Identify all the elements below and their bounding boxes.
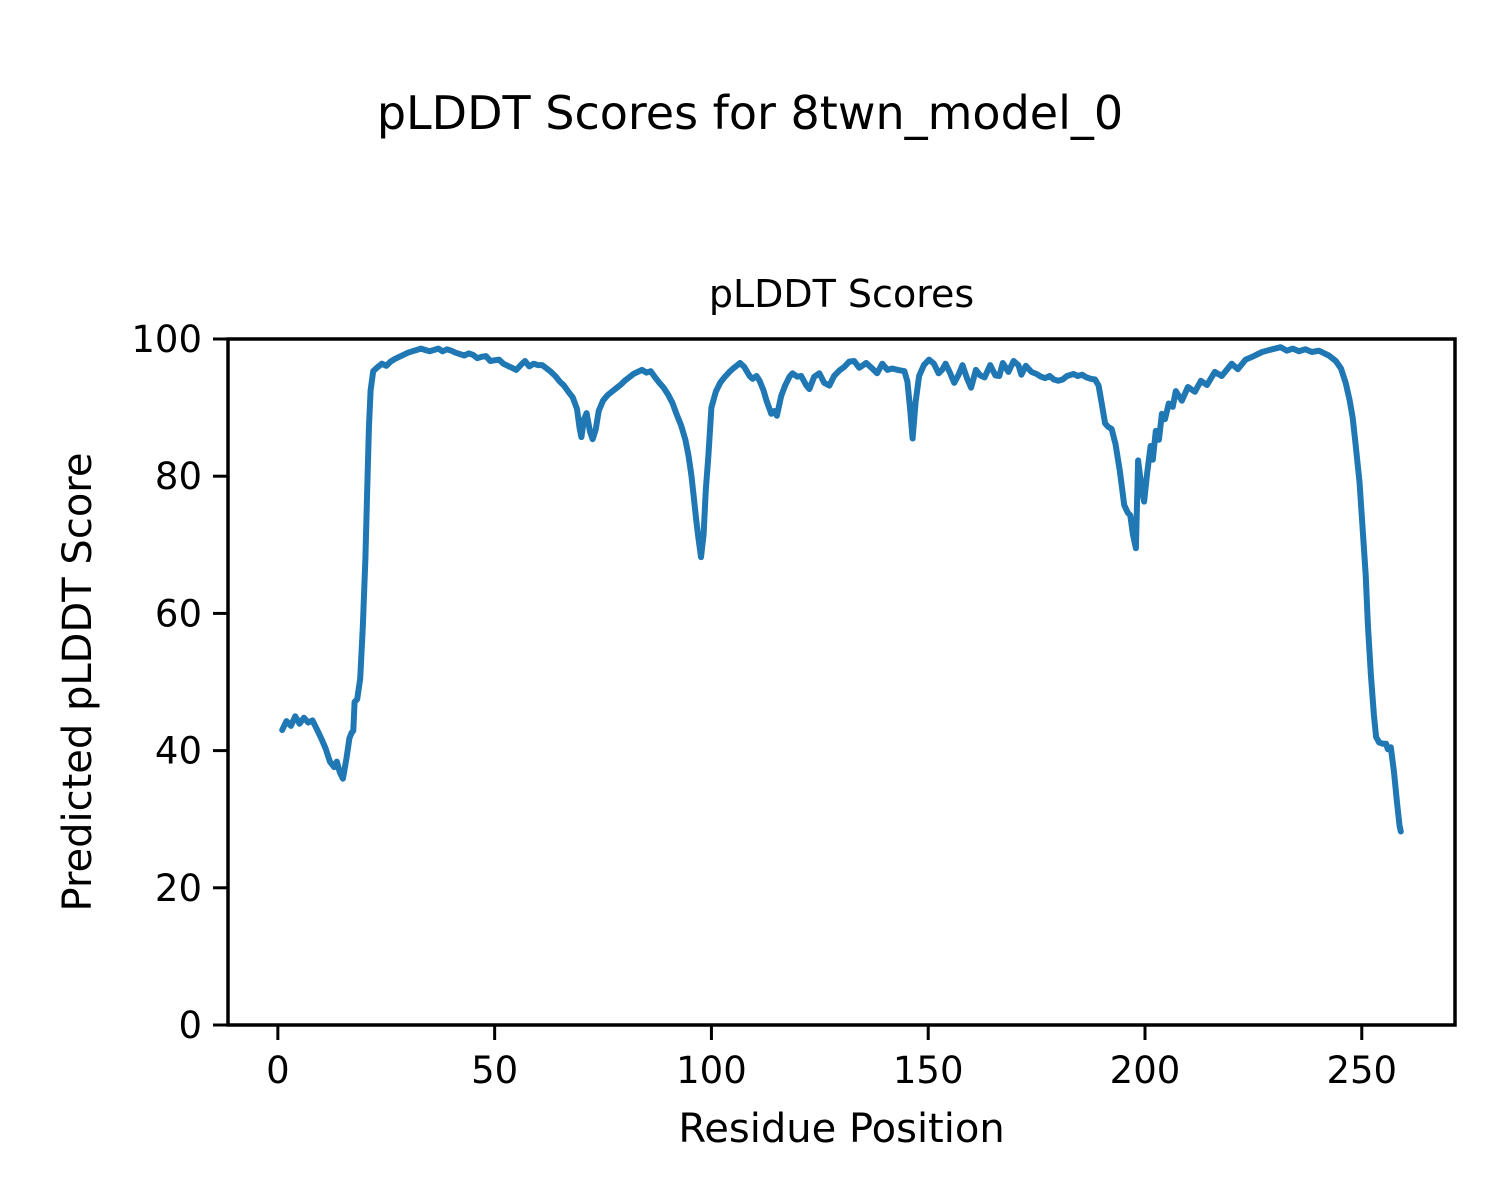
y-tick-label: 40: [155, 730, 202, 773]
y-tick-label: 80: [155, 455, 202, 498]
y-tick-label: 20: [155, 867, 202, 910]
axes-spines: [226, 337, 1457, 1027]
x-tick-label: 250: [1326, 1049, 1397, 1092]
axes-title: pLDDT Scores: [708, 272, 975, 316]
x-tick-label: 150: [893, 1049, 964, 1092]
plddt-score-line: [279, 344, 1404, 835]
figure-title: pLDDT Scores for 8twn_model_0: [376, 86, 1124, 140]
x-tick-label: 50: [471, 1049, 518, 1092]
x-tick-label: 200: [1110, 1049, 1181, 1092]
y-tick-label: 60: [155, 592, 202, 635]
x-tick-label: 100: [676, 1049, 747, 1092]
x-tick-label: 0: [266, 1049, 290, 1092]
y-tick-label: 100: [131, 318, 202, 361]
x-axis-label: Residue Position: [678, 1106, 1005, 1152]
y-tick-label: 0: [178, 1004, 202, 1047]
